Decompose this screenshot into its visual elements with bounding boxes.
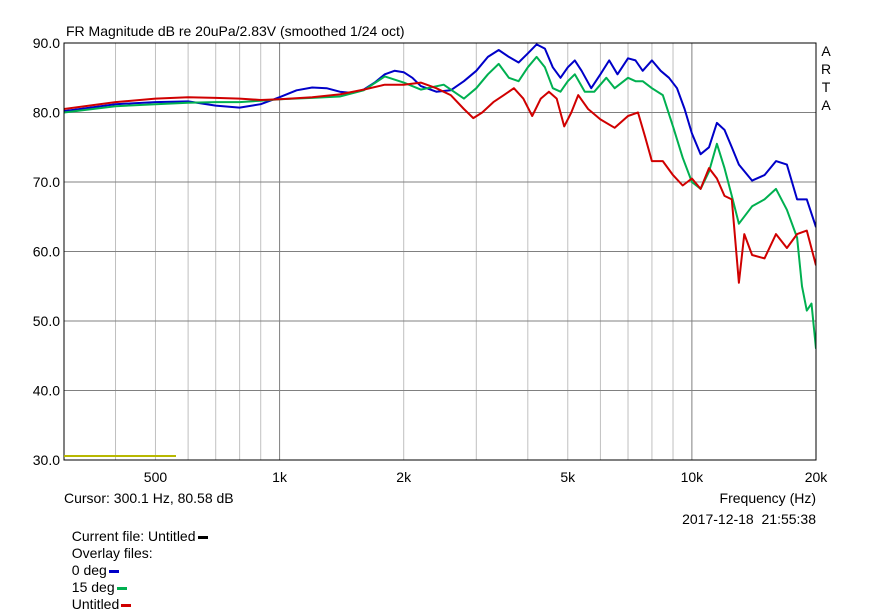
series-line-untitled [64, 81, 816, 284]
series-line-0-deg [64, 43, 816, 228]
plot-frame [63, 42, 817, 461]
current-file-row: Current file: Untitled [64, 511, 208, 545]
legend-swatch-15deg [116, 586, 127, 590]
cursor-readout: Cursor: 300.1 Hz, 80.58 dB [64, 490, 234, 506]
y-tick-label: 90.0 [33, 35, 60, 51]
overlay-item-label: 15 deg [71, 579, 115, 595]
overlay-item-untitled[interactable]: Untitled [71, 596, 132, 612]
overlay-item-15deg[interactable]: 15 deg [72, 579, 127, 595]
chart-title: FR Magnitude dB re 20uPa/2.83V (smoothed… [66, 23, 405, 39]
y-tick-label: 30.0 [33, 452, 60, 468]
x-tick-label: 500 [144, 469, 168, 485]
y-tick-label: 80.0 [33, 105, 60, 121]
current-file-label: Current file: Untitled [71, 528, 196, 544]
y-axis-ticks: 30.0 40.0 50.0 60.0 70.0 80.0 90.0 [33, 35, 60, 468]
watermark-letter: A [821, 43, 831, 59]
overlay-item-label: Untitled [71, 596, 120, 612]
y-tick-label: 50.0 [33, 313, 60, 329]
x-tick-label: 1k [272, 469, 288, 485]
frequency-response-chart: FR Magnitude dB re 20uPa/2.83V (smoothed… [33, 23, 832, 485]
x-axis-ticks: 500 1k 2k 5k 10k 20k [144, 469, 828, 485]
y-tick-label: 70.0 [33, 174, 60, 190]
watermark-letter: R [821, 61, 831, 77]
x-tick-label: 20k [805, 469, 829, 485]
series-lines [64, 43, 816, 349]
timestamp: 2017-12-18 21:55:38 [682, 511, 816, 527]
series-line-15-deg [64, 55, 816, 349]
overlay-item-0deg[interactable]: 0 deg [72, 562, 119, 578]
current-file-swatch [197, 535, 208, 539]
x-tick-label: 10k [681, 469, 705, 485]
x-tick-label: 2k [396, 469, 412, 485]
watermark-letter: T [822, 79, 831, 95]
overlay-files-row: Overlay files: 0 deg 15 deg Untitled [64, 528, 153, 613]
watermark-letter: A [821, 97, 831, 113]
x-tick-label: 5k [560, 469, 576, 485]
chart-grid [64, 43, 816, 460]
legend-swatch-untitled [121, 603, 132, 607]
y-tick-label: 60.0 [33, 244, 60, 260]
legend-swatch-0deg [108, 569, 119, 573]
x-axis-label: Frequency (Hz) [719, 490, 816, 506]
overlay-files-label: Overlay files: [71, 545, 153, 561]
overlay-item-label: 0 deg [71, 562, 107, 578]
y-tick-label: 40.0 [33, 383, 60, 399]
